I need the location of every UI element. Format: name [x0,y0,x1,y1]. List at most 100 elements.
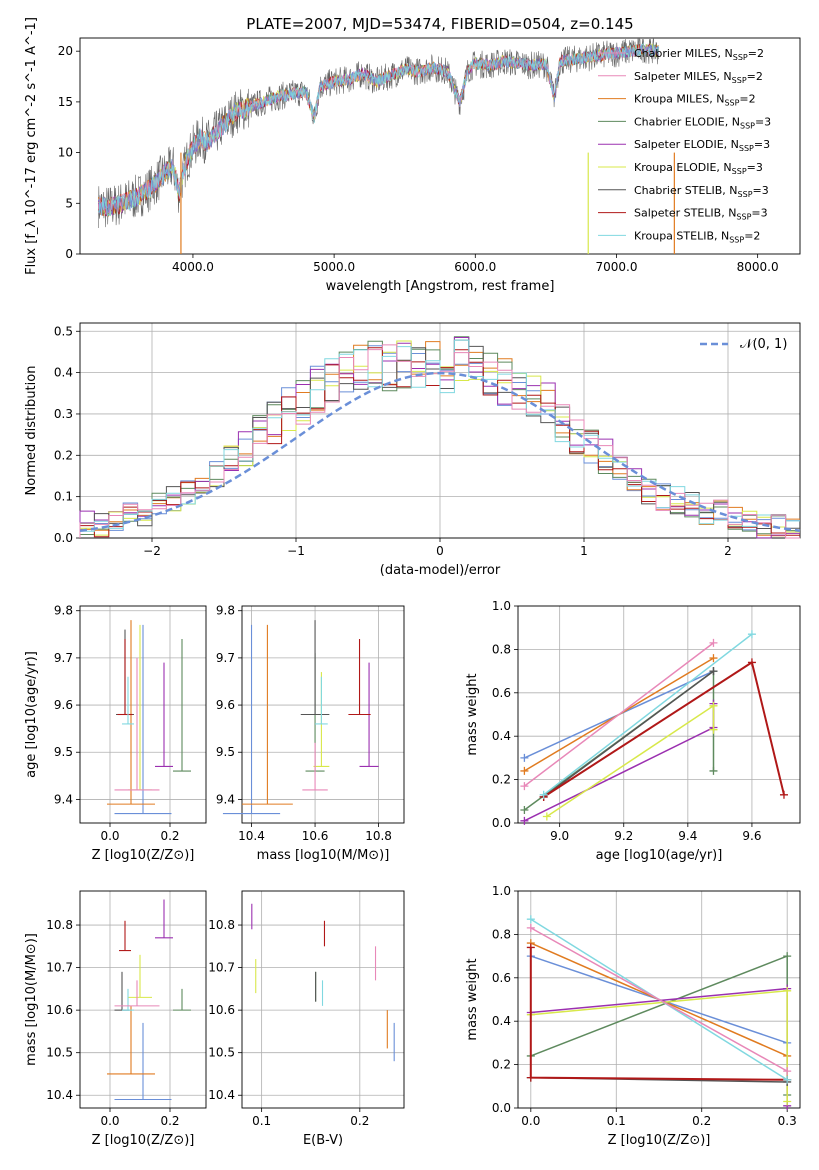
x-axis-label: age [log10(age/yr)] [596,848,723,863]
y-tick-label: 0.4 [492,729,511,743]
weight-marker [520,805,529,814]
y-tick-label: 0.2 [492,773,511,787]
axes-2: −2 −1 0 1 2 0.0 0.1 0.2 0.3 0.4 0.5 (data-model)/er… [24,322,801,578]
axes-3: 0.0 0.2 9.4 9.5 9.6 9.7 9.8 Z [log10(Z/Z⊙)] age … [24,604,207,863]
y-tick-label: 0.0 [54,531,73,545]
weight-marker [709,638,718,647]
x-tick-label: 0.2 [160,1114,179,1128]
legend-sub: SSP [732,167,747,176]
legend-sub: SSP [732,76,747,85]
weight-marker [520,753,529,762]
legend-label: Chabrier MILES, NSSP=2 [634,47,764,62]
axes-frame [517,605,801,824]
weight-line-5 [530,989,788,1102]
legend-label: Kroupa MILES, NSSP=2 [634,93,756,108]
y-tick-label: 9.4 [54,792,73,806]
axes-8: 0.0 0.1 0.2 0.3 0.0 0.2 0.4 0.6 0.8 1.0 Z [log10(Z… [465,884,801,1148]
y-tick-label: 0.5 [54,324,73,338]
legend-sub: SSP [729,235,744,244]
y-tick-label: 0.0 [492,816,511,830]
axes-frame [79,890,207,1109]
x-tick-label: 0.0 [521,1114,540,1128]
x-tick-label: 2 [724,544,732,558]
x-tick-label: 10.4 [238,829,265,843]
y-tick-label: 10.8 [46,918,73,932]
x-tick-label: 9.2 [614,829,633,843]
x-tick-label: 0.1 [252,1114,271,1128]
axes-frame [79,605,207,824]
legend-label: Salpeter MILES, NSSP=2 [634,70,763,85]
histogram-2 [79,341,800,538]
y-axis-label: Normed distribution [24,366,39,496]
y-tick-label: 10.8 [208,918,235,932]
weight-marker [526,923,535,932]
x-tick-label: 0.2 [350,1114,369,1128]
legend-label: 𝒩(0, 1) [740,337,787,352]
weight-marker [779,790,788,799]
y-tick-label: 10.6 [208,1003,235,1017]
axes-frame [241,890,405,1109]
y-tick-label: 0.0 [492,1101,511,1115]
axes-6: 0.0 0.2 10.4 10.5 10.6 10.7 10.8 Z [log10(Z/Z⊙)… [24,890,207,1148]
y-tick-label: 10.7 [208,961,235,975]
legend-rest: =2 [744,229,760,242]
y-axis-label: Flux [f_λ 10^-17 erg cm^-2 s^-1 A^-1] [24,17,39,275]
legend-label: Chabrier STELIB, NSSP=3 [634,184,769,199]
weight-line-8 [543,633,753,796]
y-tick-label: 10.4 [46,1088,73,1102]
legend-sub: SSP [740,121,755,130]
x-tick-label: 9.6 [742,829,761,843]
y-axis-label: mass weight [465,958,480,1040]
y-tick-label: 9.8 [216,604,235,618]
x-axis-label: Z [log10(Z/Z⊙)] [608,1133,711,1148]
legend-rest: =3 [751,207,767,220]
x-tick-label: 0 [436,544,444,558]
legend-label: Salpeter STELIB, NSSP=3 [634,207,768,222]
axes-7: 0.1 0.2 10.4 10.5 10.6 10.7 10.8 E(B-V) [208,890,405,1148]
legend-sub: SSP [724,99,739,108]
weight-marker [783,952,792,961]
y-tick-label: 10.4 [208,1088,235,1102]
y-tick-label: 9.6 [54,698,73,712]
x-tick-label: 9.0 [550,829,569,843]
weight-marker [709,701,718,710]
y-tick-label: 0.2 [492,1058,511,1072]
x-axis-label: Z [log10(Z/Z⊙)] [92,1133,195,1148]
x-tick-label: 1 [580,544,588,558]
y-tick-label: 9.4 [216,792,235,806]
normal-curve [79,371,801,533]
legend-label: Kroupa ELODIE, NSSP=3 [634,161,763,176]
x-tick-label: 0.1 [607,1114,626,1128]
weight-line-9 [523,642,714,787]
legend-label: Salpeter ELODIE, NSSP=3 [634,138,770,153]
y-tick-label: 1.0 [492,884,511,898]
axes-4: 10.4 10.6 10.8 9.4 9.5 9.6 9.7 9.8 mass [log10(M… [216,604,405,863]
y-tick-label: 10.6 [46,1003,73,1017]
x-tick-label: 0.2 [692,1114,711,1128]
legend-label: Chabrier ELODIE, NSSP=3 [634,115,771,130]
y-tick-label: 9.8 [54,604,73,618]
weight-line-6 [543,670,714,798]
y-tick-label: 0.4 [54,366,73,380]
x-axis-label: mass [log10(M/M⊙)] [257,848,390,863]
x-axis-label: wavelength [Angstrom, rest frame] [326,279,555,294]
y-tick-label: 0.8 [492,642,511,656]
weight-marker [526,1073,535,1082]
weight-line-5 [546,704,715,818]
axes-frame [517,890,801,1109]
x-tick-label: −1 [287,544,305,558]
axes-frame [79,37,801,255]
legend-rest: =2 [748,47,764,60]
y-tick-label: 5 [65,196,73,210]
x-axis-label: (data-model)/error [380,563,501,578]
figure-title: PLATE=2007, MJD=53474, FIBERID=0504, z=0… [246,15,633,33]
spectrum-line-9 [98,42,660,217]
y-tick-label: 9.5 [216,745,235,759]
y-tick-label: 9.7 [216,651,235,665]
histogram-8 [79,339,800,538]
y-tick-label: 20 [58,44,73,58]
y-tick-label: 0.6 [492,686,511,700]
x-axis-label: Z [log10(Z/Z⊙)] [92,848,195,863]
y-tick-label: 9.6 [216,698,235,712]
